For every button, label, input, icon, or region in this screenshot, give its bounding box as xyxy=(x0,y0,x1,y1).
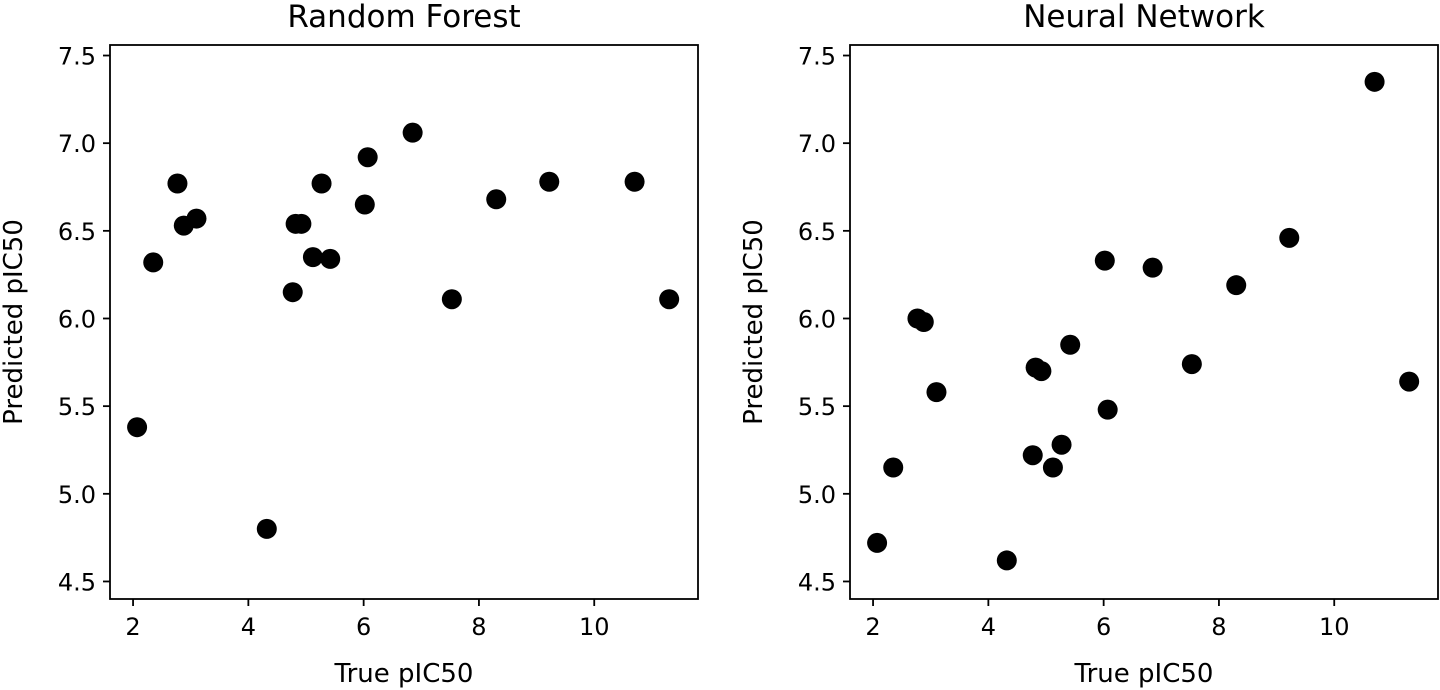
neural-network-y-axis-label: Predicted pIC50 xyxy=(739,219,769,425)
neural-network-y-tick-label: 7.5 xyxy=(798,43,836,71)
neural-network-point xyxy=(883,457,904,478)
random-forest-y-tick-label: 7.5 xyxy=(58,43,96,71)
random-forest-point xyxy=(127,417,148,438)
random-forest-y-tick-label: 6.5 xyxy=(58,218,96,246)
neural-network-x-tick-label: 6 xyxy=(1096,613,1111,641)
random-forest-point xyxy=(186,208,207,229)
neural-network-point xyxy=(1031,361,1052,382)
random-forest-point xyxy=(354,194,375,215)
random-forest-point xyxy=(624,171,645,192)
neural-network-point xyxy=(1060,334,1081,355)
neural-network-point xyxy=(1142,257,1163,278)
random-forest-x-tick-label: 6 xyxy=(356,613,371,641)
random-forest-point xyxy=(311,173,332,194)
neural-network-panel: 2 4 6 8 10 4.5 5.0 5.5 6.0 6.5 7.0 7.5 Neural Networ… xyxy=(739,0,1439,689)
random-forest-point xyxy=(167,173,188,194)
neural-network-point xyxy=(1364,71,1385,92)
neural-network-x-tick-label: 2 xyxy=(865,613,880,641)
neural-network-x-tick-label: 8 xyxy=(1211,613,1226,641)
neural-network-y-tick-label: 5.5 xyxy=(798,393,836,421)
random-forest-y-axis-label: Predicted pIC50 xyxy=(0,219,29,425)
neural-network-x-tick-label: 4 xyxy=(981,613,996,641)
neural-network-point xyxy=(1181,354,1202,375)
random-forest-point xyxy=(441,289,462,310)
neural-network-point xyxy=(1097,399,1118,420)
neural-network-plot-frame xyxy=(849,44,1439,600)
random-forest-point xyxy=(486,189,507,210)
random-forest-panel: 2 4 6 8 10 4.5 5.0 5.5 6.0 6.5 7.0 7.5 Random Forest… xyxy=(0,0,699,689)
random-forest-point xyxy=(357,147,378,168)
neural-network-point xyxy=(1399,371,1420,392)
random-forest-point xyxy=(291,213,312,234)
neural-network-y-tick-label: 4.5 xyxy=(798,568,836,596)
neural-network-point xyxy=(1094,250,1115,271)
random-forest-point xyxy=(282,282,303,303)
neural-network-point xyxy=(1226,275,1247,296)
neural-network-point xyxy=(1051,434,1072,455)
neural-network-point xyxy=(1042,457,1063,478)
neural-network-point xyxy=(867,532,888,553)
neural-network-point xyxy=(926,382,947,403)
neural-network-y-tick-label: 6.0 xyxy=(798,305,836,333)
random-forest-x-tick-label: 2 xyxy=(125,613,140,641)
random-forest-x-axis-label: True pIC50 xyxy=(334,659,474,689)
random-forest-plot-frame xyxy=(109,44,699,600)
random-forest-y-tick-label: 6.0 xyxy=(58,305,96,333)
random-forest-point xyxy=(659,289,680,310)
neural-network-title: Neural Network xyxy=(1023,0,1265,35)
random-forest-point xyxy=(302,247,323,268)
random-forest-point xyxy=(402,122,423,143)
neural-network-y-tick-label: 7.0 xyxy=(798,130,836,158)
neural-network-y-tick-label: 5.0 xyxy=(798,481,836,509)
neural-network-x-axis-label: True pIC50 xyxy=(1074,659,1214,689)
random-forest-point xyxy=(143,252,164,273)
random-forest-point xyxy=(256,518,277,539)
random-forest-point xyxy=(320,248,341,269)
random-forest-title: Random Forest xyxy=(287,0,520,35)
neural-network-point xyxy=(913,312,934,332)
random-forest-y-tick-label: 7.0 xyxy=(58,130,96,158)
random-forest-x-tick-label: 8 xyxy=(471,613,486,641)
random-forest-x-tick-label: 10 xyxy=(579,613,610,641)
neural-network-y-tick-label: 6.5 xyxy=(798,218,836,246)
neural-network-point xyxy=(1022,445,1043,466)
neural-network-point xyxy=(996,550,1017,571)
neural-network-point xyxy=(1279,227,1300,248)
neural-network-x-tick-label: 10 xyxy=(1319,613,1350,641)
random-forest-y-tick-label: 4.5 xyxy=(58,568,96,596)
random-forest-point xyxy=(539,171,560,192)
random-forest-x-tick-label: 4 xyxy=(241,613,256,641)
random-forest-y-tick-label: 5.0 xyxy=(58,481,96,509)
random-forest-y-tick-label: 5.5 xyxy=(58,393,96,421)
